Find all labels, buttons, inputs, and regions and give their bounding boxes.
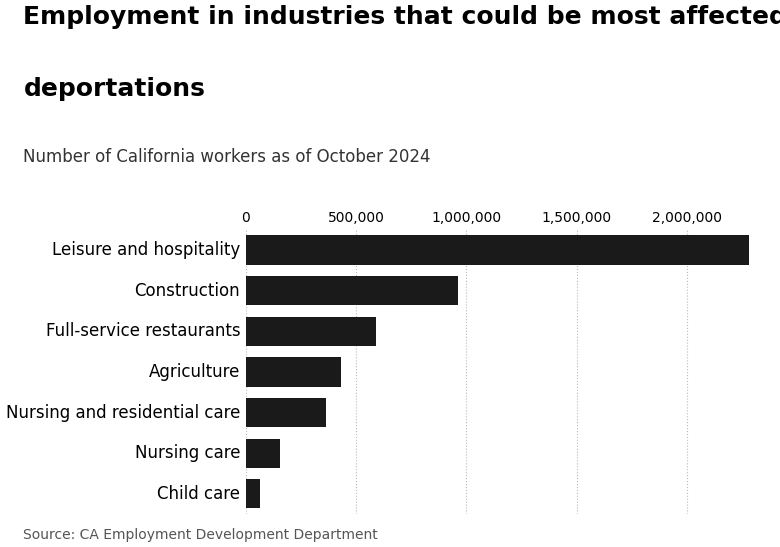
Text: deportations: deportations	[23, 77, 205, 101]
Bar	[246, 357, 341, 387]
Text: Source: CA Employment Development Department: Source: CA Employment Development Depart…	[23, 527, 378, 542]
Text: Employment in industries that could be most affected by: Employment in industries that could be m…	[23, 5, 780, 30]
Bar	[246, 276, 458, 305]
Text: Number of California workers as of October 2024: Number of California workers as of Octob…	[23, 148, 431, 166]
Text: Nursing care: Nursing care	[135, 444, 240, 462]
Bar	[246, 317, 376, 346]
Text: Nursing and residential care: Nursing and residential care	[6, 404, 240, 422]
Text: Construction: Construction	[135, 282, 240, 300]
Bar	[246, 398, 326, 427]
Text: Agriculture: Agriculture	[149, 363, 240, 381]
Text: Leisure and hospitality: Leisure and hospitality	[52, 241, 240, 259]
Bar	[246, 439, 280, 468]
Text: Child care: Child care	[158, 485, 240, 503]
Text: Full-service restaurants: Full-service restaurants	[45, 322, 240, 340]
Bar	[246, 235, 749, 265]
Bar	[246, 479, 260, 509]
